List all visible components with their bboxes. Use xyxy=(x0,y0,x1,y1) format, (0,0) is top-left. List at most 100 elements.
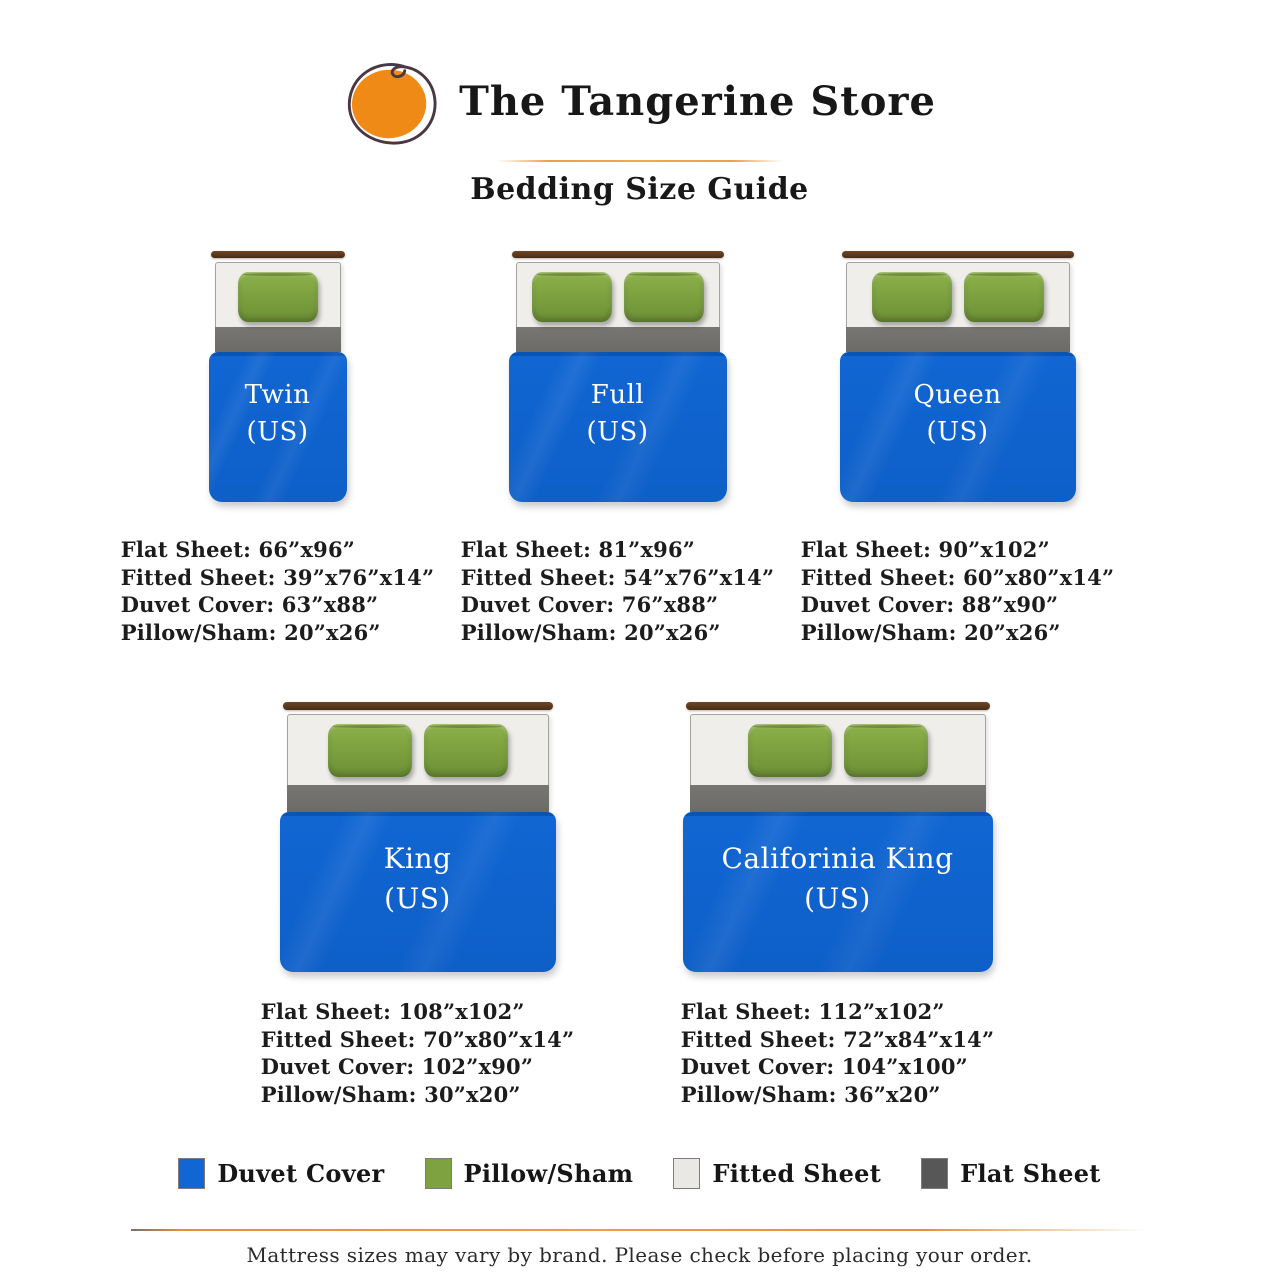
legend-label: Pillow/Sham xyxy=(463,1159,634,1188)
bed-diagram-king: King (US) xyxy=(279,702,556,972)
bed-specs-twin: Flat Sheet: 66”x96” Fitted Sheet: 39”x76… xyxy=(121,536,435,646)
title-divider xyxy=(496,160,783,162)
pillow-icon xyxy=(871,272,952,322)
bed-size-name: King xyxy=(383,842,452,876)
spec-line: Duvet Cover: 76”x88” xyxy=(460,592,719,617)
pillow-icon xyxy=(747,724,832,777)
pillow-area xyxy=(691,715,985,785)
legend-label: Fitted Sheet xyxy=(712,1159,882,1188)
spec-line: Duvet Cover: 102”x90” xyxy=(260,1054,534,1079)
spec-line: Duvet Cover: 88”x90” xyxy=(800,592,1059,617)
headboard xyxy=(685,702,990,710)
tangerine-logo-icon xyxy=(347,63,437,145)
spec-line: Fitted Sheet: 70”x80”x14” xyxy=(260,1026,575,1052)
pillow-area xyxy=(288,715,548,785)
bed-column-queen: Queen (US) Flat Sheet: 90”x102” Fitted S… xyxy=(788,251,1128,646)
headboard xyxy=(841,251,1074,258)
legend-item-fitted-sheet: Fitted Sheet xyxy=(673,1158,881,1189)
fitted-sheet-swatch xyxy=(673,1158,701,1189)
headboard xyxy=(210,251,345,258)
legend-label: Flat Sheet xyxy=(960,1159,1101,1188)
store-name: The Tangerine Store xyxy=(459,78,936,125)
bed-region: (US) xyxy=(586,417,649,447)
bed-specs-queen: Flat Sheet: 90”x102” Fitted Sheet: 60”x8… xyxy=(801,536,1115,646)
bed-label: King (US) xyxy=(384,839,452,919)
spec-line: Fitted Sheet: 39”x76”x14” xyxy=(120,564,435,590)
pillow-icon xyxy=(623,272,704,322)
spec-line: Fitted Sheet: 54”x76”x14” xyxy=(460,564,775,590)
fitted-sheet-area xyxy=(845,262,1070,352)
spec-line: Flat Sheet: 66”x96” xyxy=(120,537,356,562)
flat-sheet-band xyxy=(515,327,720,352)
spec-line: Pillow/Sham: 20”x26” xyxy=(120,619,381,645)
flat-sheet-band xyxy=(214,327,341,352)
bed-specs-california-king: Flat Sheet: 112”x102” Fitted Sheet: 72”x… xyxy=(681,998,995,1108)
spec-line: Pillow/Sham: 20”x26” xyxy=(460,619,721,645)
bed-region: (US) xyxy=(926,417,989,447)
bed-label: Califorinia King (US) xyxy=(722,839,954,919)
headboard xyxy=(282,702,553,710)
legend-item-flat-sheet: Flat Sheet xyxy=(921,1158,1101,1189)
bed-size-name: Twin xyxy=(244,380,311,411)
duvet-cover-area: Full (US) xyxy=(508,352,727,502)
pillow-area xyxy=(216,263,340,327)
bed-specs-king: Flat Sheet: 108”x102” Fitted Sheet: 70”x… xyxy=(261,998,575,1108)
legend-label: Duvet Cover xyxy=(217,1159,385,1188)
flat-sheet-swatch xyxy=(921,1158,949,1189)
spec-line: Flat Sheet: 108”x102” xyxy=(260,999,525,1024)
spec-line: Fitted Sheet: 60”x80”x14” xyxy=(800,564,1115,590)
bed-size-name: Queen xyxy=(913,380,1002,411)
footer-note: Mattress sizes may vary by brand. Please… xyxy=(246,1243,1033,1267)
bed-diagram-california-king: Califorinia King (US) xyxy=(682,702,993,972)
bed-row-bottom: King (US) Flat Sheet: 108”x102” Fitted S… xyxy=(0,702,1267,1108)
duvet-cover-area: Queen (US) xyxy=(839,352,1076,502)
footer: Mattress sizes may vary by brand. Please… xyxy=(0,1229,1279,1267)
spec-line: Duvet Cover: 63”x88” xyxy=(120,592,379,617)
bed-row-top: Twin (US) Flat Sheet: 66”x96” Fitted She… xyxy=(0,251,1257,646)
bed-label: Full (US) xyxy=(586,377,648,451)
bed-column-king: King (US) Flat Sheet: 108”x102” Fitted S… xyxy=(228,702,608,1108)
pillow-icon xyxy=(327,724,412,777)
duvet-cover-area: Califorinia King (US) xyxy=(682,812,993,972)
bed-label: Twin (US) xyxy=(245,377,311,451)
pillow-area xyxy=(517,263,719,327)
bed-size-name: Full xyxy=(590,380,645,411)
bed-column-full: Full (US) Flat Sheet: 81”x96” Fitted She… xyxy=(448,251,788,646)
legend: Duvet Cover Pillow/Sham Fitted Sheet Fla… xyxy=(0,1158,1279,1189)
pillow-sham-swatch xyxy=(424,1158,452,1189)
pillow-icon xyxy=(423,724,508,777)
bed-diagram-queen: Queen (US) xyxy=(839,251,1076,502)
spec-line: Pillow/Sham: 20”x26” xyxy=(800,619,1061,645)
duvet-cover-swatch xyxy=(178,1158,206,1189)
spec-line: Flat Sheet: 112”x102” xyxy=(680,999,945,1024)
spec-line: Flat Sheet: 90”x102” xyxy=(800,537,1050,562)
brand-row: The Tangerine Store xyxy=(0,58,1279,146)
bed-region: (US) xyxy=(246,417,309,447)
bed-label: Queen (US) xyxy=(913,377,1001,451)
header: The Tangerine Store Bedding Size Guide xyxy=(0,0,1279,207)
pillow-icon xyxy=(843,724,928,777)
bed-region: (US) xyxy=(384,882,451,915)
footer-divider xyxy=(130,1229,1149,1231)
spec-line: Flat Sheet: 81”x96” xyxy=(460,537,696,562)
page-title: Bedding Size Guide xyxy=(470,172,809,207)
headboard xyxy=(511,251,724,258)
pillow-icon xyxy=(237,272,318,322)
fitted-sheet-area xyxy=(689,714,986,812)
pillow-icon xyxy=(963,272,1044,322)
spec-line: Pillow/Sham: 36”x20” xyxy=(680,1081,941,1107)
bed-diagram-twin: Twin (US) xyxy=(208,251,347,502)
legend-item-duvet-cover: Duvet Cover xyxy=(178,1158,384,1189)
bed-column-twin: Twin (US) Flat Sheet: 66”x96” Fitted She… xyxy=(108,251,448,646)
flat-sheet-band xyxy=(286,785,549,812)
fitted-sheet-area xyxy=(286,714,549,812)
flat-sheet-band xyxy=(845,327,1070,352)
bed-specs-full: Flat Sheet: 81”x96” Fitted Sheet: 54”x76… xyxy=(461,536,775,646)
pillow-area xyxy=(847,263,1069,327)
pillow-icon xyxy=(531,272,612,322)
spec-line: Pillow/Sham: 30”x20” xyxy=(260,1081,521,1107)
bed-region: (US) xyxy=(804,882,871,915)
fitted-sheet-area xyxy=(515,262,720,352)
spec-line: Duvet Cover: 104”x100” xyxy=(680,1054,968,1079)
